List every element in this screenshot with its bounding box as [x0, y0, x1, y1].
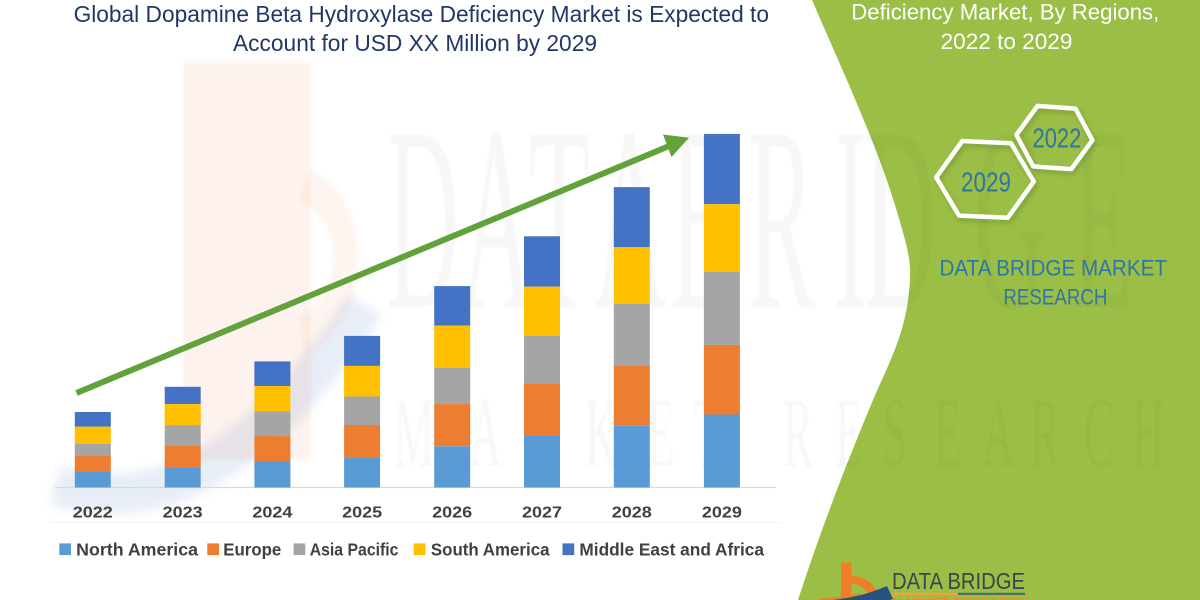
svg-text:E: E [647, 377, 674, 488]
svg-text:R: R [748, 74, 815, 365]
svg-text:H: H [1132, 377, 1164, 488]
svg-text:MARKET RESEARCH: MARKET RESEARCH [892, 596, 1028, 600]
svg-text:North America: North America [76, 539, 198, 559]
svg-text:I: I [834, 74, 867, 365]
svg-text:M: M [394, 377, 434, 488]
svg-text:Middle East and Africa: Middle East and Africa [579, 539, 764, 559]
svg-text:2022 to 2029: 2022 to 2029 [941, 29, 1073, 54]
svg-text:R: R [783, 377, 813, 488]
svg-text:E: E [934, 377, 961, 488]
svg-text:DATA BRIDGE MARKET: DATA BRIDGE MARKET [940, 255, 1168, 280]
svg-text:Asia Pacific: Asia Pacific [310, 539, 399, 559]
svg-text:2029: 2029 [702, 504, 742, 521]
svg-text:S: S [882, 377, 907, 488]
svg-text:2029: 2029 [961, 166, 1011, 197]
svg-text:2027: 2027 [522, 504, 562, 521]
svg-text:Global Dopamine Beta Hydroxyla: Global Dopamine Beta Hydroxylase Deficie… [74, 1, 769, 27]
svg-text:E: E [835, 377, 862, 488]
svg-text:DATA BRIDGE: DATA BRIDGE [892, 568, 1025, 594]
svg-text:2022: 2022 [1033, 122, 1082, 153]
svg-text:South America: South America [431, 539, 550, 559]
svg-text:2024: 2024 [252, 504, 292, 521]
svg-text:A: A [469, 377, 501, 488]
svg-text:Deficiency Market, By Regions,: Deficiency Market, By Regions, [851, 0, 1159, 24]
svg-text:RESEARCH: RESEARCH [1003, 285, 1107, 310]
svg-text:2025: 2025 [342, 504, 382, 521]
svg-text:A: A [982, 377, 1014, 488]
svg-text:2028: 2028 [612, 504, 652, 521]
svg-text:C: C [1084, 377, 1114, 488]
svg-text:2023: 2023 [163, 504, 203, 521]
svg-text:Europe: Europe [223, 539, 281, 559]
svg-text:D: D [864, 74, 936, 365]
svg-text:K: K [585, 377, 617, 488]
svg-text:R: R [1030, 377, 1060, 488]
svg-text:2022: 2022 [73, 504, 113, 521]
svg-text:Account for USD XX Million by: Account for USD XX Million by 2029 [233, 30, 597, 56]
svg-text:2026: 2026 [432, 504, 472, 521]
